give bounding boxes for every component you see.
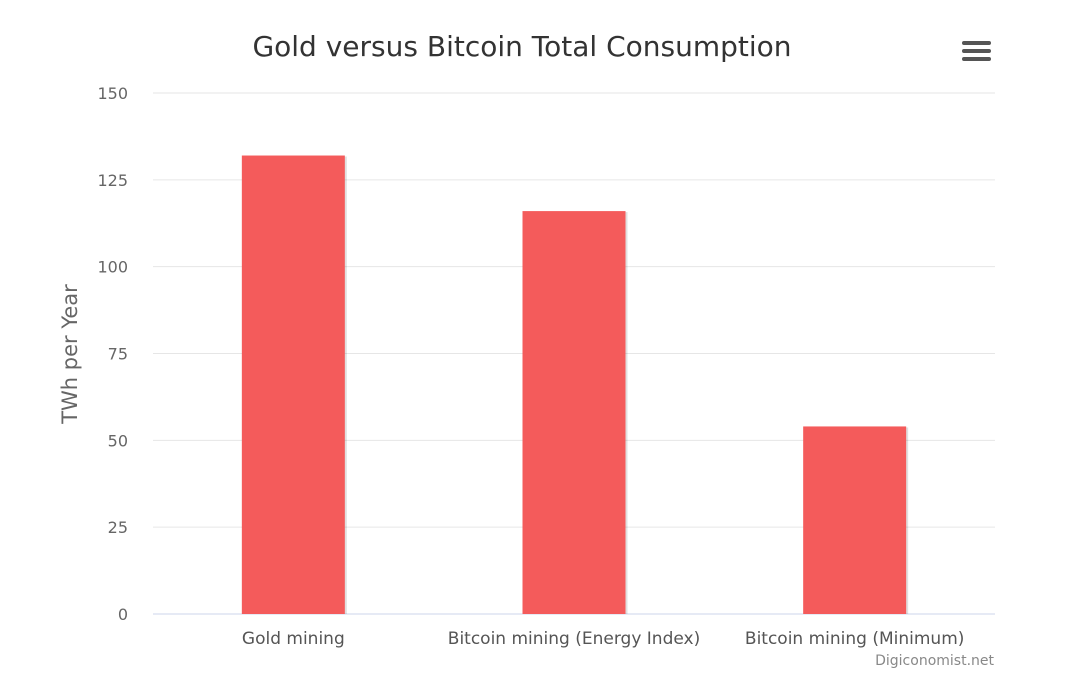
y-tick-label: 75 [108,345,128,364]
x-tick-label: Bitcoin mining (Energy Index) [448,629,700,649]
hamburger-menu-icon [962,41,991,45]
chart-title: Gold versus Bitcoin Total Consumption [252,30,791,63]
y-tick-label: 100 [97,258,128,277]
y-tick-label: 125 [97,171,128,190]
y-tick-label: 25 [108,518,128,537]
hamburger-menu-icon-line [962,49,991,53]
x-tick-label: Gold mining [242,629,345,649]
y-axis-label: TWh per Year [58,284,82,425]
bar[interactable] [803,426,907,614]
x-tick-label: Bitcoin mining (Minimum) [745,629,965,649]
y-tick-label: 150 [97,84,128,103]
menu-button[interactable] [955,30,999,70]
hamburger-menu-icon-line [962,57,991,61]
y-tick-label: 0 [118,605,128,624]
y-tick-label: 50 [108,431,128,450]
bar[interactable] [241,155,345,614]
chart-credit[interactable]: Digiconomist.net [875,653,994,669]
bar[interactable] [522,211,626,615]
